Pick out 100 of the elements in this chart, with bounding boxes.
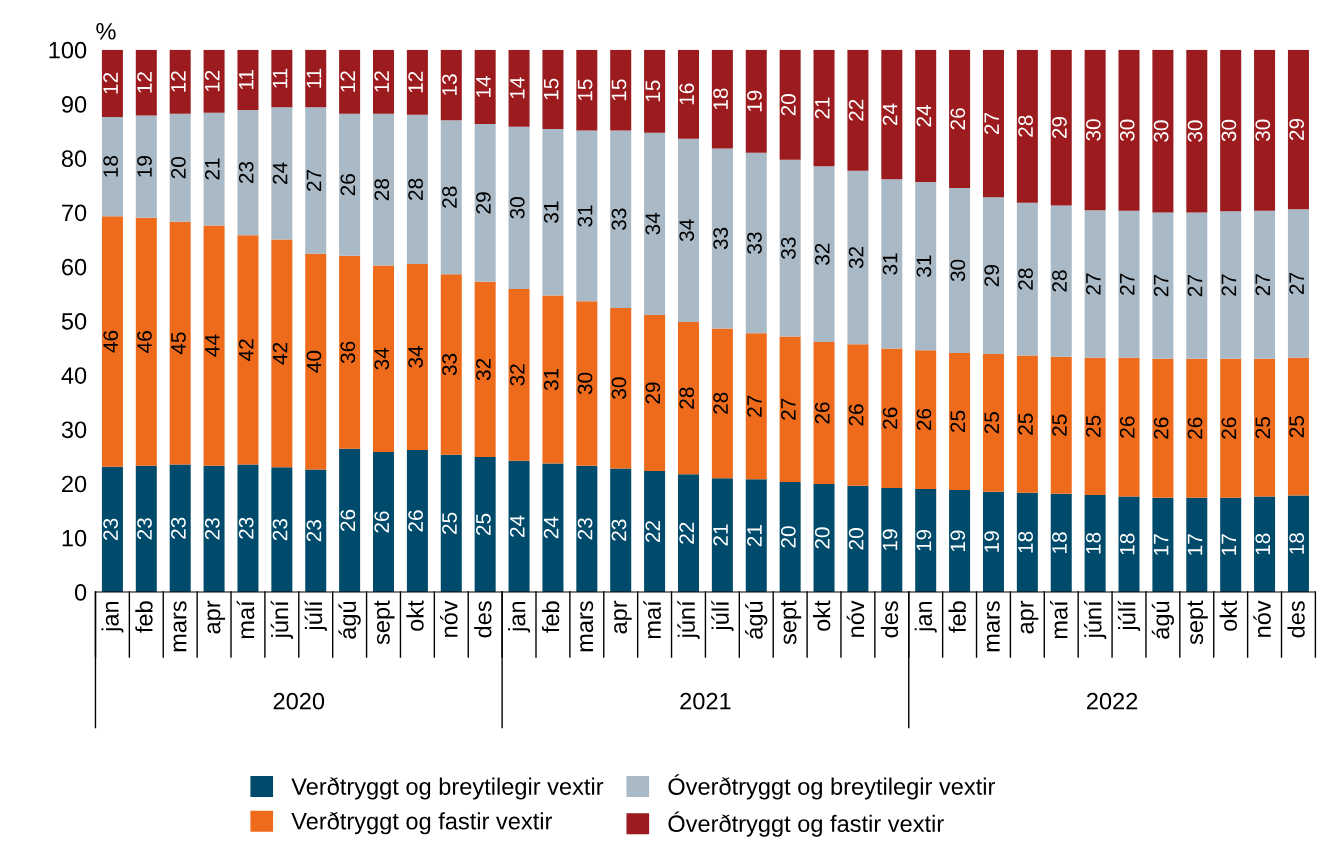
bar <box>305 253 327 470</box>
x-tick-label: apr <box>614 600 632 634</box>
bar <box>1016 49 1038 203</box>
bar <box>373 452 395 593</box>
x-tick-label: okt <box>406 600 424 631</box>
bar <box>576 130 598 302</box>
data-label: 32 <box>814 243 830 265</box>
bar <box>135 115 157 218</box>
bar <box>474 457 496 593</box>
bar <box>881 348 903 488</box>
data-label: 31 <box>577 205 593 227</box>
bar <box>1118 49 1140 211</box>
bar <box>881 487 903 593</box>
bar <box>169 221 191 465</box>
data-label: 17 <box>1153 534 1169 555</box>
data-label: 15 <box>577 79 593 101</box>
x-tick-label: feb <box>135 601 153 633</box>
data-label: 21 <box>747 525 762 547</box>
bar <box>271 49 293 108</box>
bar <box>1220 358 1242 498</box>
bar <box>813 49 835 167</box>
data-label: 26 <box>882 407 898 429</box>
bar <box>203 112 225 226</box>
bar <box>949 188 971 353</box>
bar <box>1152 49 1174 213</box>
bar <box>339 255 361 449</box>
bar <box>1050 356 1072 494</box>
data-label: 20 <box>814 527 830 549</box>
data-label: 28 <box>1018 115 1033 137</box>
bar <box>1220 211 1242 359</box>
bar <box>1118 496 1140 593</box>
data-label: 23 <box>272 518 288 541</box>
x-tick-label: feb <box>948 601 966 633</box>
x-tick-label: apr <box>207 600 226 634</box>
data-label: 22 <box>679 522 694 544</box>
data-label: 30 <box>577 372 593 395</box>
data-label: 12 <box>204 70 220 92</box>
bar <box>271 239 293 468</box>
data-label: 28 <box>374 178 390 201</box>
data-label: 12 <box>137 72 152 93</box>
bar <box>677 474 699 593</box>
data-label: 25 <box>1085 415 1101 437</box>
bar <box>373 265 395 453</box>
bar <box>1118 210 1140 358</box>
bar <box>745 333 767 480</box>
bar <box>101 49 123 117</box>
data-label: 24 <box>916 104 932 127</box>
bar <box>508 460 530 593</box>
bar <box>135 49 157 116</box>
bar <box>1084 357 1106 495</box>
bar <box>339 49 361 114</box>
data-label: 34 <box>679 219 695 242</box>
bar <box>169 464 191 593</box>
data-label: 19 <box>984 531 1000 552</box>
data-label: 26 <box>848 404 864 426</box>
data-label: 17 <box>1187 534 1203 555</box>
bar <box>610 49 632 131</box>
x-tick-label: maí <box>1049 600 1068 639</box>
y-tick-label: 70 <box>62 204 87 222</box>
data-label: 23 <box>171 517 186 539</box>
data-label: 28 <box>679 387 695 409</box>
data-label: 29 <box>645 382 661 404</box>
bar <box>745 49 767 153</box>
bar <box>1152 497 1174 593</box>
data-label: 25 <box>442 512 457 534</box>
data-label: 29 <box>476 192 491 214</box>
bar <box>305 49 327 108</box>
bar <box>711 148 733 329</box>
bar <box>1220 49 1242 212</box>
bar <box>339 448 361 593</box>
y-axis-title: % <box>96 23 116 40</box>
data-label: 27 <box>780 398 796 420</box>
data-label: 26 <box>1153 417 1169 439</box>
bar <box>101 466 123 593</box>
data-label: 18 <box>103 155 119 177</box>
bar <box>576 465 598 593</box>
data-label: 23 <box>238 517 254 539</box>
bar <box>203 49 225 113</box>
data-label: 30 <box>1153 120 1169 142</box>
data-label: 27 <box>747 395 762 417</box>
data-label: 16 <box>679 83 695 105</box>
data-label: 21 <box>204 158 220 180</box>
bar <box>644 471 666 593</box>
data-label: 31 <box>916 255 932 277</box>
data-label: 42 <box>272 342 288 365</box>
x-tick-label: mars <box>173 601 187 652</box>
data-label: 29 <box>1052 116 1067 139</box>
bar <box>847 49 869 171</box>
legend-label: Verðtryggt og fastir vextir <box>291 811 552 835</box>
bar <box>610 307 632 469</box>
bar <box>474 124 496 282</box>
x-tick-label: des <box>880 601 899 638</box>
data-label: 40 <box>306 350 322 373</box>
bar <box>406 49 428 115</box>
x-tick-label: okt <box>813 600 831 631</box>
data-label: 24 <box>882 103 898 126</box>
data-label: 27 <box>1255 274 1270 296</box>
bar <box>982 491 1004 593</box>
bar <box>237 464 259 593</box>
data-label: 27 <box>1119 273 1135 295</box>
